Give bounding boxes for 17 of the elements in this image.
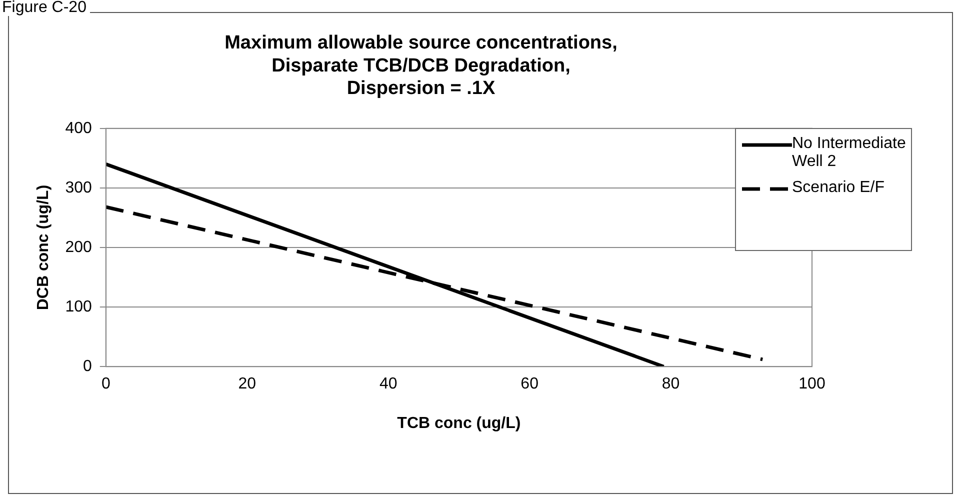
x-tick-label: 0 xyxy=(101,376,110,393)
y-tick-label: 100 xyxy=(65,298,92,316)
text: Figure C-20 xyxy=(2,0,90,16)
x-tick-label: 100 xyxy=(798,376,826,393)
x-tick-label: 60 xyxy=(520,376,539,393)
y-tick-label: 0 xyxy=(82,358,92,376)
x-tick-label: 20 xyxy=(238,376,256,393)
x-axis-title: TCB conc (ug/L) xyxy=(397,414,521,432)
x-tick-label: 80 xyxy=(662,376,680,393)
legend-label: No Intermediate Well 2 xyxy=(792,135,907,172)
x-tick-label: 40 xyxy=(379,376,398,393)
chart-title: Maximum allowable source concentrations, Disparate TCB/DCB Degradation, Dispersion = .1X xyxy=(224,32,618,100)
legend-label: Scenario E/F xyxy=(792,179,886,198)
y-tick-label: 200 xyxy=(65,238,92,256)
y-tick-label: 300 xyxy=(65,179,92,196)
y-tick-label: 400 xyxy=(65,120,92,137)
y-axis-title: DCB conc (ug/L) xyxy=(35,184,52,310)
